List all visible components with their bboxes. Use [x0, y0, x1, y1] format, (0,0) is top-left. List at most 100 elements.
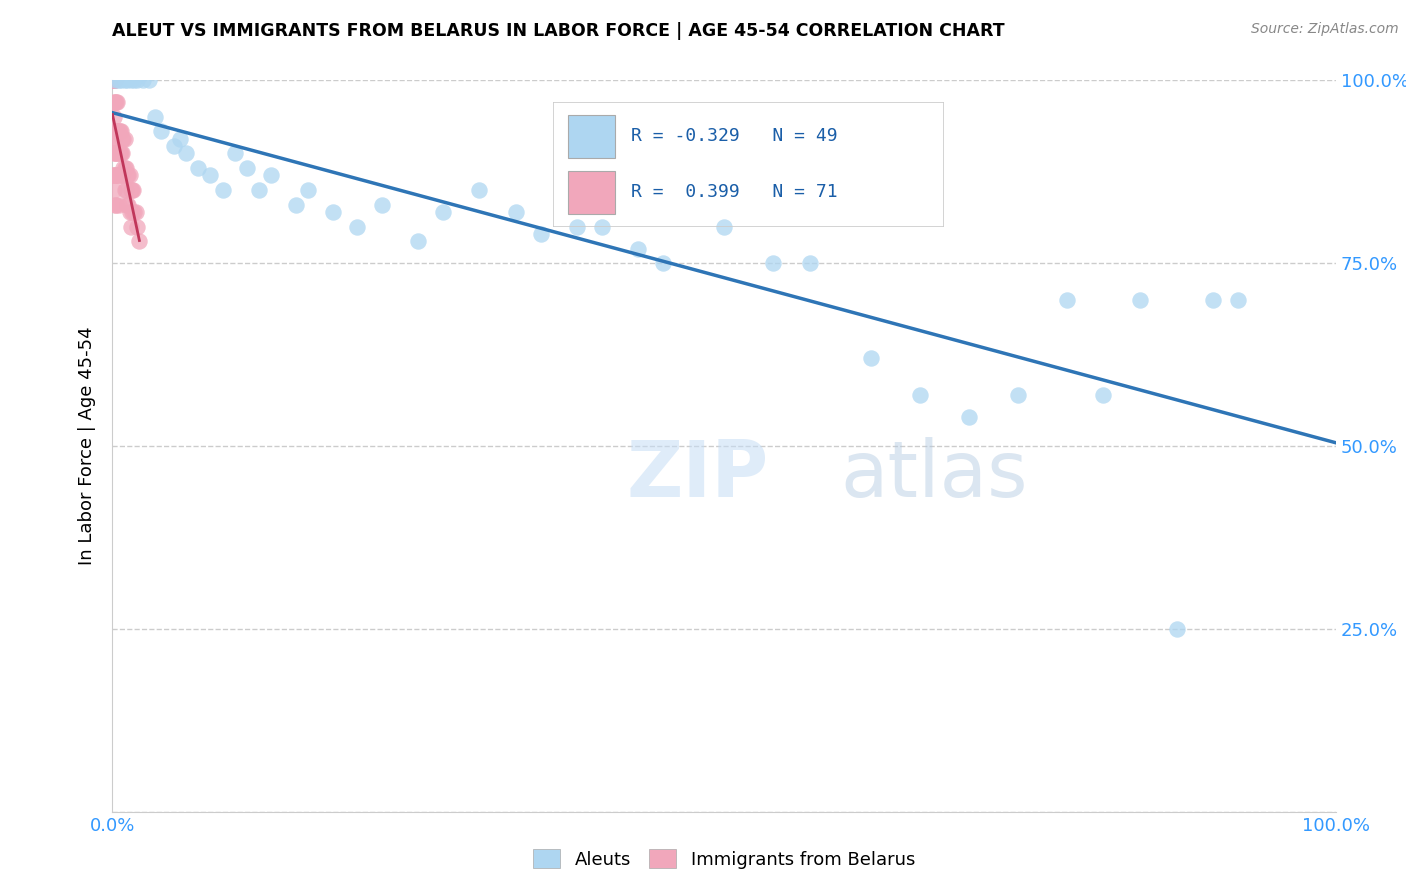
- Point: [1226, 293, 1249, 307]
- Point: [432, 205, 454, 219]
- Point: [111, 146, 134, 161]
- Point: [114, 183, 136, 197]
- Point: [1092, 388, 1115, 402]
- Point: [247, 183, 270, 197]
- Point: [124, 205, 146, 219]
- Point: [101, 73, 124, 87]
- Point: [107, 146, 129, 161]
- Point: [121, 205, 143, 219]
- Point: [124, 73, 146, 87]
- Point: [284, 197, 308, 211]
- Point: [105, 169, 128, 183]
- Point: [117, 197, 139, 211]
- Point: [103, 146, 125, 161]
- Point: [101, 73, 124, 87]
- Point: [346, 219, 368, 234]
- Point: [103, 73, 125, 87]
- Point: [143, 110, 166, 124]
- Legend: Aleuts, Immigrants from Belarus: Aleuts, Immigrants from Belarus: [526, 842, 922, 876]
- Point: [104, 124, 127, 138]
- Y-axis label: In Labor Force | Age 45-54: In Labor Force | Age 45-54: [77, 326, 96, 566]
- Point: [150, 124, 173, 138]
- Point: [1129, 293, 1152, 307]
- Point: [105, 169, 128, 183]
- Point: [1166, 622, 1188, 636]
- Point: [125, 205, 148, 219]
- Point: [110, 73, 132, 87]
- Point: [108, 146, 131, 161]
- Point: [1056, 293, 1078, 307]
- Point: [567, 219, 589, 234]
- Point: [103, 183, 125, 197]
- Point: [529, 227, 551, 241]
- Point: [115, 161, 138, 175]
- Point: [105, 95, 128, 110]
- Point: [101, 132, 124, 146]
- Point: [187, 161, 209, 175]
- Point: [104, 197, 127, 211]
- Point: [107, 124, 129, 138]
- Point: [110, 169, 132, 183]
- Point: [128, 234, 150, 248]
- Point: [107, 169, 129, 183]
- Point: [101, 73, 124, 87]
- Point: [114, 73, 136, 87]
- Point: [713, 219, 735, 234]
- Point: [200, 169, 222, 183]
- Point: [111, 132, 134, 146]
- Point: [103, 110, 125, 124]
- Text: Source: ZipAtlas.com: Source: ZipAtlas.com: [1251, 22, 1399, 37]
- Point: [370, 197, 392, 211]
- Point: [505, 205, 527, 219]
- Point: [468, 183, 491, 197]
- Point: [105, 95, 128, 110]
- Point: [105, 73, 128, 87]
- Point: [110, 124, 132, 138]
- Point: [103, 73, 125, 87]
- Point: [121, 183, 143, 197]
- Point: [103, 73, 125, 87]
- Point: [408, 234, 430, 248]
- Point: [169, 132, 191, 146]
- Point: [104, 95, 127, 110]
- Point: [260, 169, 283, 183]
- Point: [103, 95, 125, 110]
- Point: [104, 169, 127, 183]
- Point: [105, 124, 128, 138]
- Point: [114, 132, 136, 146]
- Point: [108, 169, 131, 183]
- Text: atlas: atlas: [841, 437, 1028, 513]
- Point: [120, 183, 142, 197]
- Point: [101, 73, 124, 87]
- Point: [122, 183, 145, 197]
- Point: [104, 73, 127, 87]
- Point: [108, 124, 131, 138]
- Text: ZIP: ZIP: [626, 437, 769, 513]
- Point: [236, 161, 259, 175]
- Point: [104, 146, 127, 161]
- Point: [120, 219, 142, 234]
- Point: [627, 242, 650, 256]
- Point: [322, 205, 344, 219]
- Point: [115, 183, 138, 197]
- Point: [103, 132, 125, 146]
- Point: [101, 169, 124, 183]
- Point: [762, 256, 785, 270]
- Point: [652, 256, 675, 270]
- Point: [117, 169, 139, 183]
- Point: [114, 161, 136, 175]
- Point: [105, 197, 128, 211]
- Point: [859, 351, 882, 366]
- Point: [115, 169, 138, 183]
- Point: [107, 197, 129, 211]
- Point: [103, 73, 125, 87]
- Point: [211, 183, 233, 197]
- Point: [112, 132, 135, 146]
- Point: [591, 219, 613, 234]
- Point: [908, 388, 931, 402]
- Point: [101, 73, 124, 87]
- Point: [104, 73, 127, 87]
- Point: [107, 73, 129, 87]
- Point: [105, 146, 128, 161]
- Point: [297, 183, 319, 197]
